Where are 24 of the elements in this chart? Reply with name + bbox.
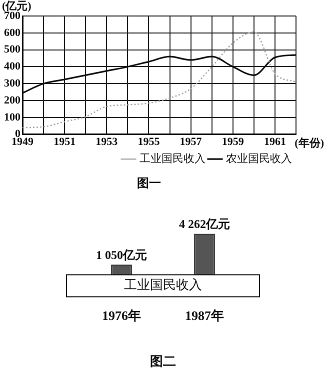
y-tick-label: 400	[4, 60, 21, 73]
x-tick-label: 1976年	[102, 308, 141, 323]
x-tick-label: 1959	[222, 136, 244, 148]
x-tick-label: 1987年	[185, 308, 224, 323]
data-label: 1 050亿元	[96, 248, 147, 262]
legend-label: 农业国民收入	[226, 152, 292, 165]
y-tick-label: 200	[4, 94, 21, 106]
y-tick-label: 100	[4, 111, 21, 124]
legend-label: 工业国民收入	[140, 152, 206, 165]
line-series	[22, 31, 296, 128]
text: 图一	[137, 176, 161, 190]
x-tick-label: 1957	[180, 136, 202, 148]
text: 图二	[150, 354, 176, 369]
data-label: 4 262亿元	[179, 216, 230, 231]
y-axis-title: (亿元)	[2, 0, 32, 12]
y-tick-label: 500	[4, 44, 21, 56]
x-tick-label: 1961	[264, 136, 286, 148]
y-tick-label: 600	[4, 26, 21, 39]
x-axis-title: (年份)	[294, 136, 324, 150]
text: 工业国民收入	[124, 277, 202, 292]
x-tick-label: 1953	[96, 136, 118, 148]
y-tick-label: 300	[4, 78, 21, 90]
x-tick-label: 1951	[54, 136, 76, 148]
x-tick-label: 1955	[138, 136, 160, 148]
